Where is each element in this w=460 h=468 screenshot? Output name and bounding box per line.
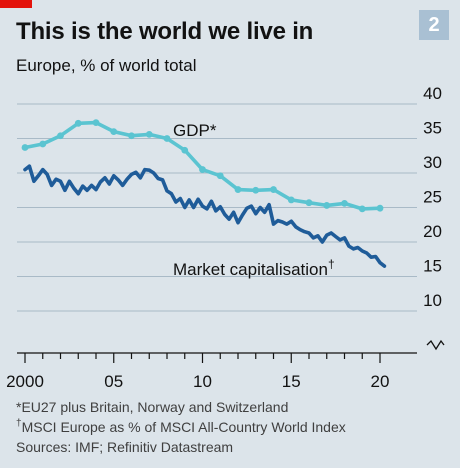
market-series-label-text: Market capitalisation <box>173 260 328 279</box>
gdp-point <box>341 199 348 207</box>
x-tick-label: 2000 <box>6 372 44 391</box>
y-tick-labels: 40 35 30 25 20 15 10 <box>423 84 445 351</box>
footnote-market: †MSCI Europe as % of MSCI All-Country Wo… <box>16 418 346 435</box>
gdp-point <box>128 132 135 140</box>
footnote-market-text: MSCI Europe as % of MSCI All-Country Wor… <box>21 419 346 435</box>
gdp-point <box>181 146 189 154</box>
gdp-point <box>287 196 295 204</box>
gdp-point <box>145 130 153 138</box>
y-axis-break-mark <box>426 339 445 351</box>
gdp-point <box>376 204 384 212</box>
gdp-point <box>305 199 313 207</box>
gdp-point <box>358 205 366 213</box>
gdp-point <box>216 172 224 180</box>
y-tick-label: 10 <box>423 291 442 310</box>
y-tick-label: 25 <box>423 188 442 207</box>
gdp-point <box>163 135 171 142</box>
gdp-point <box>252 186 260 194</box>
brand-red-bar <box>0 0 32 8</box>
gdp-point <box>92 119 100 127</box>
x-axis: 2000 05 10 15 20 <box>6 352 417 391</box>
chart-number-badge: 2 <box>419 10 449 40</box>
gdp-point <box>21 144 29 151</box>
series-lines <box>21 119 387 268</box>
gdp-point <box>110 128 118 136</box>
y-tick-label: 15 <box>423 257 442 276</box>
x-tick-label: 05 <box>104 372 123 391</box>
x-tick-label: 20 <box>371 372 390 391</box>
x-tick-label: 10 <box>193 372 212 391</box>
chart-subtitle: Europe, % of world total <box>16 56 197 75</box>
footnote-market-mark: † <box>16 418 22 429</box>
market-series-label: Market capitalisation† <box>173 257 335 279</box>
gdp-point <box>74 119 82 127</box>
y-tick-label: 40 <box>423 84 442 103</box>
market-line <box>23 164 387 268</box>
gridlines <box>17 103 417 312</box>
gdp-point <box>199 166 206 173</box>
gdp-series-label: GDP* <box>173 121 217 140</box>
gdp-point <box>39 140 47 148</box>
y-tick-label: 30 <box>423 153 442 172</box>
y-tick-label: 20 <box>423 222 442 241</box>
market-series-label-mark: † <box>328 257 335 271</box>
footnote-gdp: *EU27 plus Britain, Norway and Switzerla… <box>16 399 289 415</box>
gdp-point <box>234 186 242 193</box>
gdp-point <box>323 202 331 209</box>
chart-title: This is the world we live in <box>16 18 314 45</box>
gdp-point <box>57 132 64 140</box>
gdp-point <box>270 186 277 193</box>
y-tick-label: 35 <box>423 119 442 138</box>
footnote-sources: Sources: IMF; Refinitiv Datastream <box>16 439 234 455</box>
x-tick-label: 15 <box>282 372 301 391</box>
